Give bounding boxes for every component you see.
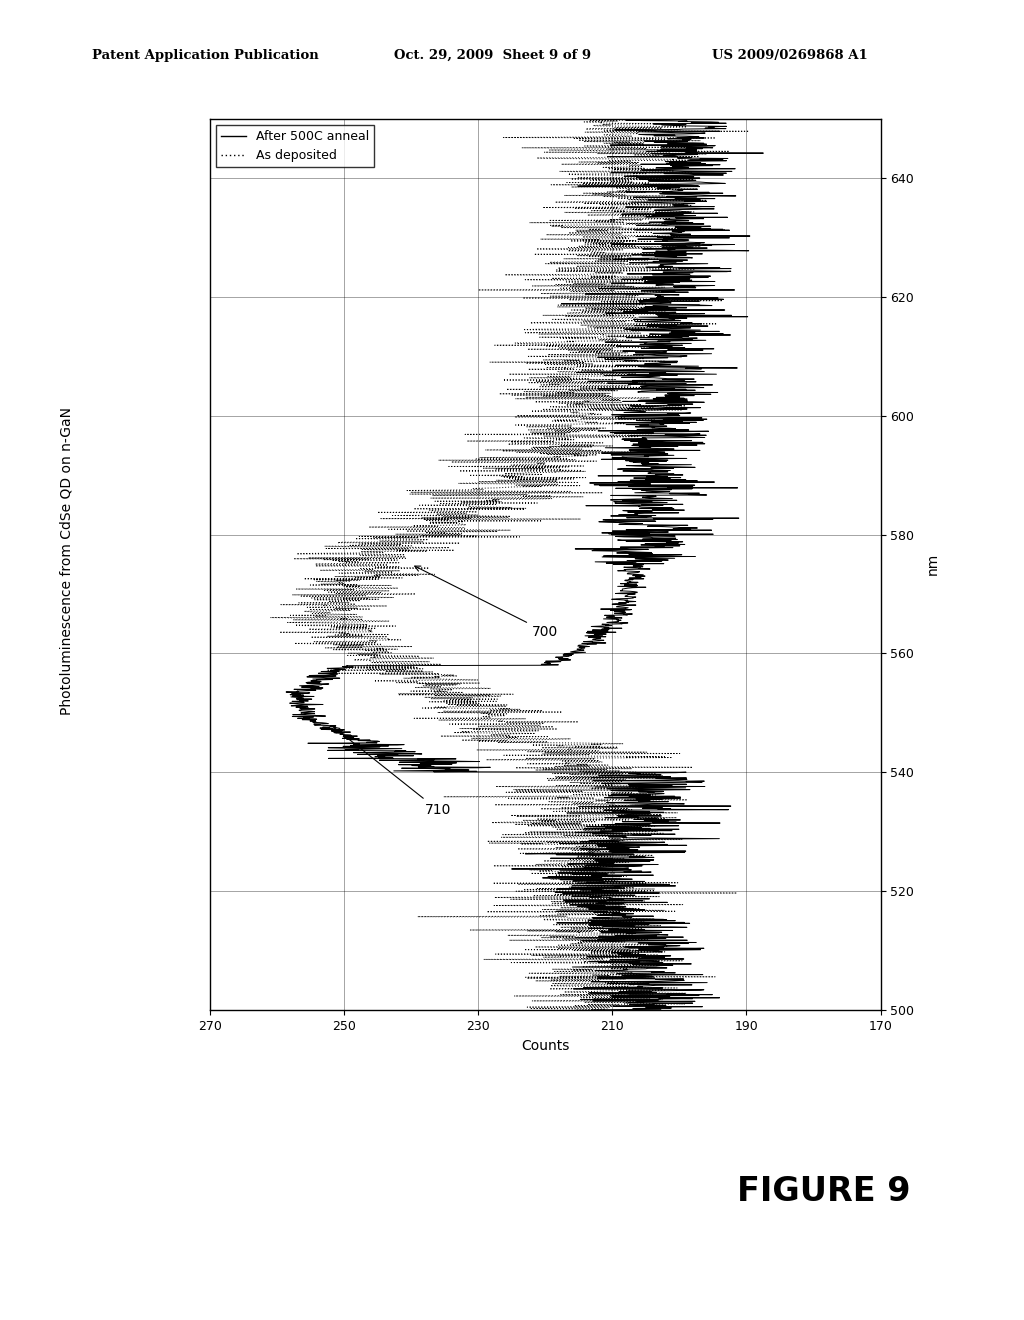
Text: 710: 710 bbox=[334, 727, 451, 817]
Y-axis label: nm: nm bbox=[926, 553, 939, 576]
X-axis label: Counts: Counts bbox=[521, 1039, 569, 1053]
Text: FIGURE 9: FIGURE 9 bbox=[737, 1175, 910, 1208]
Text: 700: 700 bbox=[415, 566, 558, 639]
Legend: After 500C anneal, As deposited: After 500C anneal, As deposited bbox=[216, 125, 375, 168]
Text: Patent Application Publication: Patent Application Publication bbox=[92, 49, 318, 62]
Text: Oct. 29, 2009  Sheet 9 of 9: Oct. 29, 2009 Sheet 9 of 9 bbox=[394, 49, 592, 62]
Text: US 2009/0269868 A1: US 2009/0269868 A1 bbox=[712, 49, 867, 62]
Text: Photoluminescence from CdSe QD on n-GaN: Photoluminescence from CdSe QD on n-GaN bbox=[59, 407, 74, 715]
